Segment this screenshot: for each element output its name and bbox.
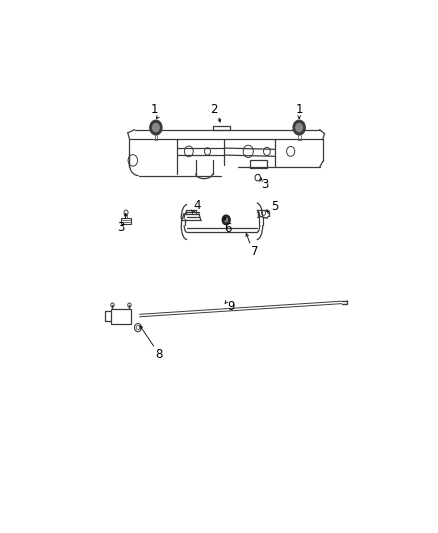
Text: 6: 6 (224, 222, 232, 236)
Circle shape (224, 218, 228, 222)
Text: 5: 5 (271, 200, 279, 213)
Text: 1: 1 (295, 103, 303, 116)
Circle shape (134, 324, 141, 332)
Text: 8: 8 (155, 348, 163, 361)
Text: 3: 3 (117, 221, 125, 234)
Circle shape (124, 210, 128, 215)
Text: 7: 7 (251, 245, 259, 259)
FancyBboxPatch shape (120, 218, 131, 224)
Text: 2: 2 (211, 103, 218, 116)
Circle shape (222, 215, 230, 225)
Circle shape (255, 174, 261, 181)
Circle shape (293, 120, 305, 135)
FancyBboxPatch shape (111, 309, 131, 324)
Circle shape (152, 124, 159, 132)
Text: 9: 9 (227, 301, 235, 313)
Text: 1: 1 (151, 103, 159, 116)
Circle shape (150, 120, 162, 135)
Circle shape (296, 124, 303, 132)
Text: 3: 3 (261, 178, 269, 191)
Text: 4: 4 (194, 199, 201, 213)
